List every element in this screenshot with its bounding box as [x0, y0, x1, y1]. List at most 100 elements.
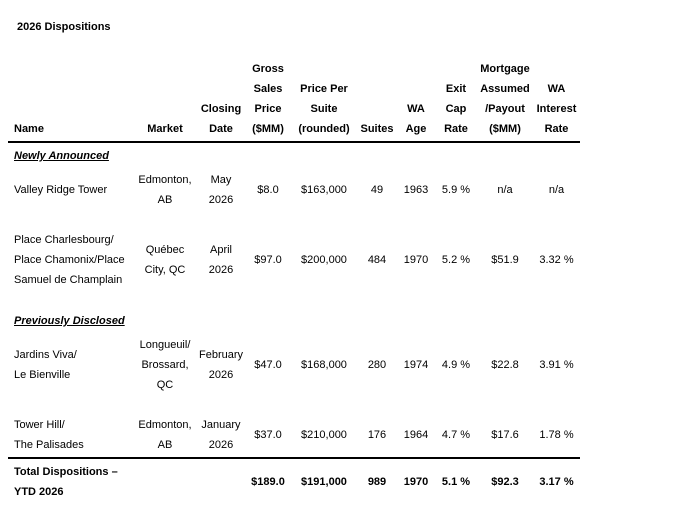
- cell-wa_interest_rate: n/a: [533, 168, 580, 228]
- cell-wa_age: 1970: [397, 228, 435, 308]
- header-line: Price Per: [300, 83, 348, 95]
- cell-line: $92.3: [491, 476, 519, 488]
- cell-line: n/a: [548, 184, 565, 196]
- header-line: Sales: [253, 83, 283, 95]
- cell-line: Québec: [145, 244, 185, 256]
- cell-closing_date: February 2026: [197, 333, 245, 413]
- table-body: Newly Announced Valley Ridge Tower Edmonto…: [8, 142, 580, 458]
- header-line: (rounded): [298, 123, 350, 135]
- column-header-closing_date: Closing Date: [197, 59, 245, 143]
- cell-line: 1964: [403, 429, 429, 441]
- table-footer: Total Dispositions – YTD 2026 $189.0 $191,0…: [8, 457, 580, 506]
- header-line: Age: [405, 123, 427, 135]
- cell-wa_age: 1963: [397, 168, 435, 228]
- header-row: Name Market Closing Date Gross Sales Price ($MM…: [8, 59, 580, 143]
- cell-line: Edmonton,: [138, 419, 192, 431]
- cell-closing_date: May 2026: [197, 168, 245, 228]
- cell-line: $210,000: [301, 429, 347, 441]
- column-header-gross_sales_price: Gross Sales Price ($MM): [245, 59, 291, 143]
- column-header-wa_interest_rate: WA Interest Rate: [533, 59, 580, 143]
- total-cell-market: [133, 457, 197, 506]
- total-cell-mortgage_assumed_payout: $92.3: [477, 457, 533, 506]
- cell-line: AB: [157, 439, 173, 451]
- total-cell-name: Total Dispositions – YTD 2026: [8, 457, 133, 506]
- cell-line: April: [209, 244, 232, 256]
- column-header-exit_cap_rate: Exit Cap Rate: [435, 59, 477, 143]
- header-line: Price: [254, 103, 282, 115]
- cell-line: $22.8: [491, 359, 519, 371]
- cell-line: Edmonton,: [138, 174, 192, 186]
- cell-name: Tower Hill/The Palisades: [8, 413, 133, 458]
- column-header-name: Name: [8, 59, 133, 143]
- cell-line: 49: [370, 184, 384, 196]
- total-cell-price_per_suite: $191,000: [291, 457, 357, 506]
- cell-wa_interest_rate: 3.91 %: [533, 333, 580, 413]
- cell-market: Québec City, QC: [133, 228, 197, 308]
- cell-price_per_suite: $168,000: [291, 333, 357, 413]
- cell-gross_sales_price: $8.0: [245, 168, 291, 228]
- cell-line: 1.78 %: [539, 429, 574, 441]
- section-heading-cell: Newly Announced: [8, 142, 580, 168]
- cell-price_per_suite: $210,000: [291, 413, 357, 458]
- total-cell-exit_cap_rate: 5.1 %: [435, 457, 477, 506]
- cell-line: 2026: [208, 194, 234, 206]
- total-cell-wa_interest_rate: 3.17 %: [533, 457, 580, 506]
- header-line: Exit: [445, 83, 467, 95]
- cell-line: 989: [367, 476, 387, 488]
- section-heading-cell: Previously Disclosed: [8, 308, 580, 333]
- header-line: Rate: [444, 123, 468, 135]
- cell-line: 5.1 %: [441, 476, 471, 488]
- cell-line: 484: [367, 254, 387, 266]
- column-header-suites: Suites: [357, 59, 397, 143]
- header-line: Market: [147, 123, 183, 135]
- cell-mortgage_assumed_payout: n/a: [477, 168, 533, 228]
- cell-line: 1963: [403, 184, 429, 196]
- cell-mortgage_assumed_payout: $17.6: [477, 413, 533, 458]
- cell-line: $51.9: [491, 254, 519, 266]
- cell-line: $168,000: [301, 359, 347, 371]
- cell-gross_sales_price: $97.0: [245, 228, 291, 308]
- cell-line: 280: [367, 359, 387, 371]
- column-header-market: Market: [133, 59, 197, 143]
- cell-line: n/a: [497, 184, 513, 196]
- cell-line: Le Bienville: [14, 369, 71, 381]
- dispositions-table: Name Market Closing Date Gross Sales Price ($MM…: [8, 59, 580, 506]
- cell-exit_cap_rate: 5.2 %: [435, 228, 477, 308]
- cell-price_per_suite: $200,000: [291, 228, 357, 308]
- cell-line: QC: [156, 379, 174, 391]
- cell-suites: 49: [357, 168, 397, 228]
- cell-line: $47.0: [254, 359, 282, 371]
- cell-line: $200,000: [301, 254, 347, 266]
- cell-suites: 280: [357, 333, 397, 413]
- header-line: Name: [14, 123, 44, 135]
- cell-line: Brossard,: [141, 359, 189, 371]
- section-heading: Previously Disclosed: [14, 315, 125, 327]
- cell-line: 2026: [208, 264, 234, 276]
- section-heading: Newly Announced: [14, 150, 109, 162]
- cell-line: January: [201, 419, 241, 431]
- total-cell-suites: 989: [357, 457, 397, 506]
- cell-line: YTD 2026: [14, 486, 64, 498]
- header-line: Cap: [445, 103, 467, 115]
- cell-name: Jardins Viva/Le Bienville: [8, 333, 133, 413]
- total-cell-gross_sales_price: $189.0: [245, 457, 291, 506]
- cell-line: 1974: [403, 359, 429, 371]
- cell-line: AB: [157, 194, 173, 206]
- table-row: Tower Hill/The Palisades Edmonton, AB Janua…: [8, 413, 580, 458]
- cell-line: City, QC: [144, 264, 186, 276]
- cell-market: Edmonton, AB: [133, 413, 197, 458]
- column-header-mortgage_assumed_payout: Mortgage Assumed/Payout ($MM): [477, 59, 533, 143]
- header-line: Rate: [544, 123, 569, 135]
- cell-wa_age: 1974: [397, 333, 435, 413]
- cell-suites: 176: [357, 413, 397, 458]
- cell-line: 3.91 %: [539, 359, 574, 371]
- cell-name: Valley Ridge Tower: [8, 168, 133, 228]
- cell-line: Longueuil/: [139, 339, 191, 351]
- cell-market: Edmonton, AB: [133, 168, 197, 228]
- column-header-price_per_suite: Price Per Suite (rounded): [291, 59, 357, 143]
- header-line: Mortgage: [480, 63, 530, 75]
- table-row: Jardins Viva/Le Bienville Longueuil/Bross…: [8, 333, 580, 413]
- cell-exit_cap_rate: 4.9 %: [435, 333, 477, 413]
- cell-gross_sales_price: $37.0: [245, 413, 291, 458]
- cell-line: 176: [367, 429, 387, 441]
